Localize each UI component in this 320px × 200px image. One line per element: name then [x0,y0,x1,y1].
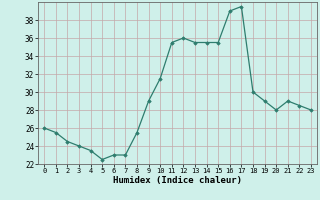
X-axis label: Humidex (Indice chaleur): Humidex (Indice chaleur) [113,176,242,185]
